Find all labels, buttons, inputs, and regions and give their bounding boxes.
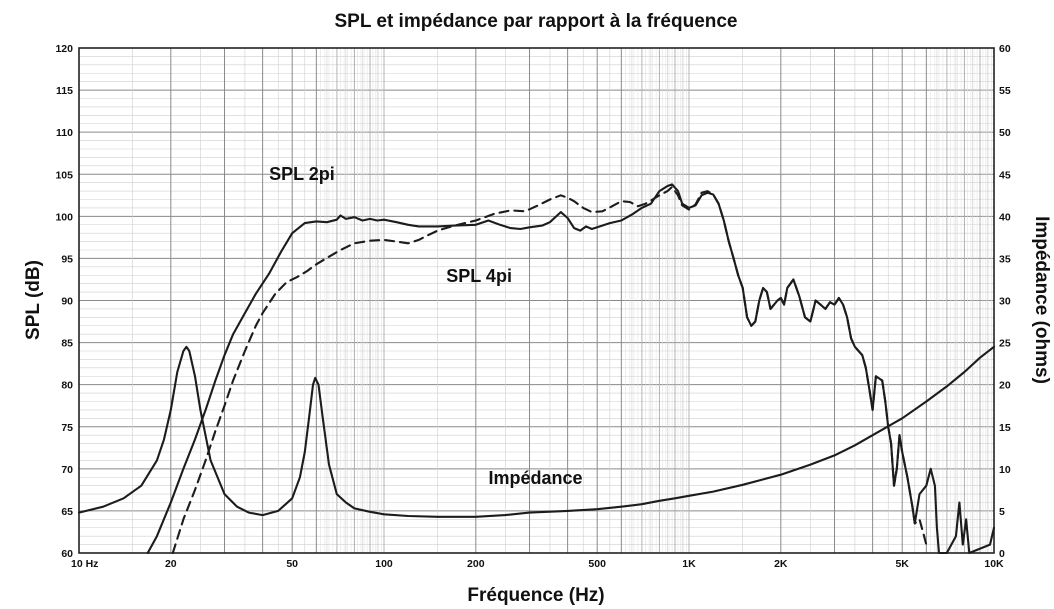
series-line-2: [171, 185, 928, 555]
x-axis-label: Fréquence (Hz): [467, 585, 604, 606]
y2-tick-label: 10: [999, 464, 1011, 476]
chart-title: SPL et impédance par rapport à la fréque…: [335, 11, 738, 32]
y2-tick-label: 15: [999, 422, 1011, 434]
y-tick-label: 75: [61, 422, 73, 434]
y-tick-label: 90: [61, 296, 73, 308]
x-tick-label: 20: [165, 558, 177, 570]
y2-tick-label: 25: [999, 338, 1011, 350]
y-tick-label: 100: [55, 211, 73, 223]
y-tick-label: 110: [56, 127, 73, 139]
y-tick-label: 115: [56, 85, 73, 97]
curve-labels: SPL 2pi SPL 4pi Impédance: [269, 164, 582, 488]
curves: [77, 183, 996, 555]
x-tick-label: 5K: [895, 558, 909, 570]
x-tick-label: 2K: [774, 558, 788, 570]
y-tick-label: 85: [61, 338, 73, 350]
y2-tick-label: 45: [999, 169, 1011, 181]
plot-frame: [78, 47, 995, 554]
y2-tick-label: 30: [999, 296, 1011, 308]
y-tick-label: 65: [61, 506, 73, 518]
y2-tick-label: 20: [999, 380, 1011, 392]
y-tick-label: 105: [55, 169, 73, 181]
x-tick-label: 100: [375, 558, 393, 570]
series-line-1: [146, 183, 996, 555]
y-tick-label: 60: [61, 548, 73, 560]
y2-tick-label: 35: [999, 253, 1011, 265]
y-axis-label: SPL (dB): [23, 260, 44, 340]
y-tick-label: 70: [61, 464, 73, 476]
x-tick-label: 500: [588, 558, 606, 570]
y-tick-label: 95: [61, 253, 73, 265]
y2-axis-label: Impédance (ohms): [1031, 216, 1052, 384]
y2-tick-label: 50: [999, 127, 1011, 139]
x-tick-label: 10K: [984, 558, 1004, 570]
x-tick-label: 200: [467, 558, 485, 570]
y2-tick-label: 55: [999, 85, 1011, 97]
y2-tick-label: 40: [999, 211, 1011, 223]
series-line-3: [77, 345, 996, 518]
y2-tick-label: 60: [999, 43, 1011, 55]
series-label-3: Impédance: [488, 468, 582, 488]
series-label-1: SPL 2pi: [269, 164, 335, 184]
x-tick-label: 50: [286, 558, 298, 570]
y-tick-label: 120: [55, 43, 73, 55]
y-tick-label: 80: [61, 380, 73, 392]
y2-tick-label: 0: [999, 548, 1005, 560]
grid: [79, 48, 995, 553]
x-tick-label: 1K: [682, 558, 696, 570]
tick-labels: 10 Hz 20 50 100 200 500 1K 2K 5K 10K6065707580859…: [55, 43, 1010, 570]
x-tick-label: 10 Hz: [71, 558, 98, 570]
y2-tick-label: 5: [999, 506, 1005, 518]
series-label-2: SPL 4pi: [446, 266, 512, 286]
